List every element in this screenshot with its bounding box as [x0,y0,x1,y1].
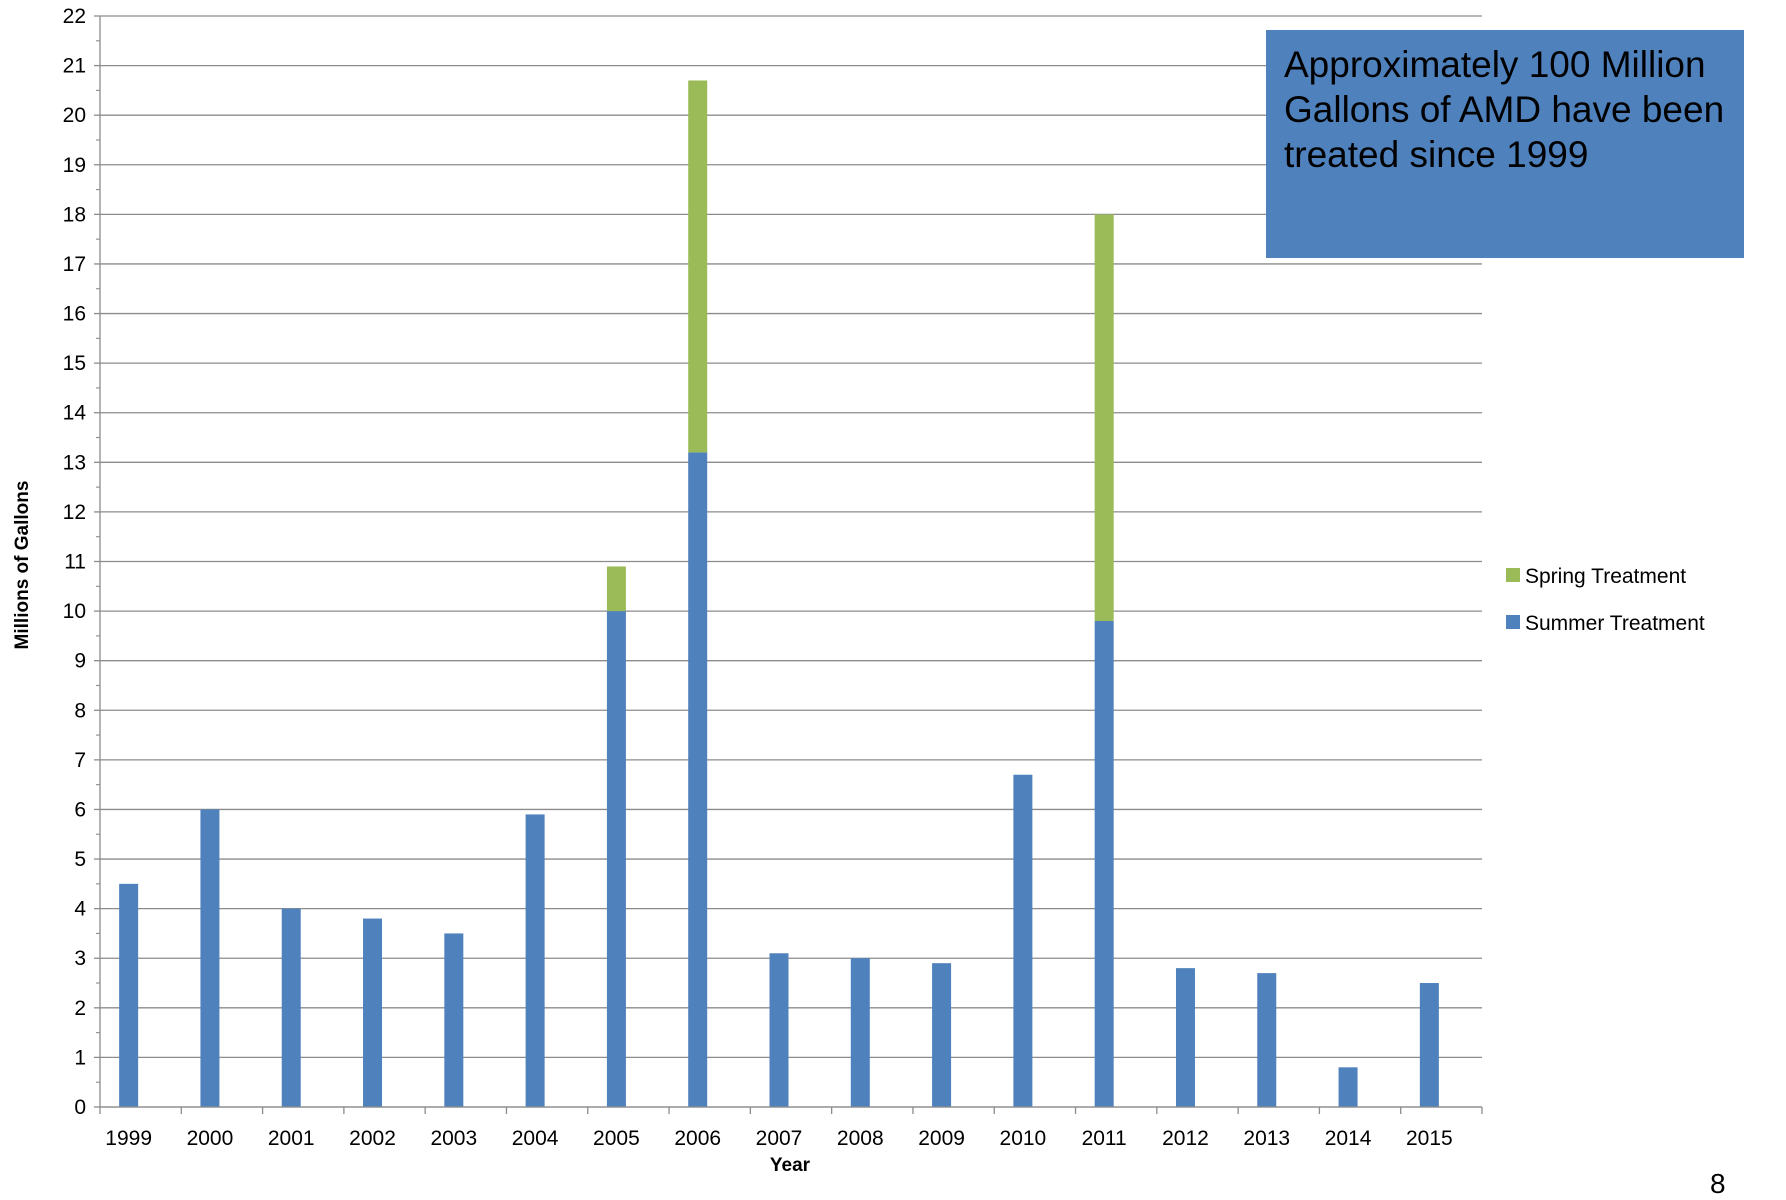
axes [94,15,1483,1114]
x-tick-label: 2015 [1406,1127,1453,1150]
x-tick-label: 2007 [756,1127,803,1150]
y-tick-label: 7 [74,749,86,772]
y-tick-label: 19 [63,154,86,177]
x-tick-label: 2001 [268,1127,315,1150]
bar-summer-treatment [1013,774,1033,1107]
x-tick-labels: 1999 2000 2001 2002 2003 2004 2005 2006 2007 2008… [105,1127,1452,1150]
x-tick-label: 2000 [187,1127,234,1150]
bar-summer-treatment [119,883,139,1107]
bar-spring-treatment [1094,214,1114,622]
y-tick-label: 21 [63,55,86,78]
y-tick-label: 3 [74,947,86,970]
x-tick-label: 2002 [349,1127,396,1150]
y-tick-label: 2 [74,997,86,1020]
x-tick-label: 2011 [1082,1127,1127,1150]
x-tick-label: 2006 [674,1127,721,1150]
y-tick-label: 14 [63,402,87,425]
x-tick-label: 2010 [1000,1127,1047,1150]
x-tick-label: 2004 [512,1127,559,1150]
bar-summer-treatment [444,933,464,1107]
legend-label: Summer Treatment [1525,612,1705,635]
x-tick-label: 2009 [918,1127,965,1150]
x-tick-label: 2014 [1325,1127,1372,1150]
bar-summer-treatment [1175,968,1195,1107]
y-tick-label: 17 [63,253,86,276]
annotation-callout: Approximately 100 Million Gallons of AMD… [1266,30,1744,258]
legend-swatch [1506,615,1520,629]
y-tick-label: 1 [74,1046,86,1069]
x-tick-label: 1999 [105,1127,152,1150]
y-tick-label: 20 [63,104,86,127]
y-tick-label: 18 [63,203,86,226]
bar-summer-treatment [1338,1067,1358,1107]
y-tick-label: 6 [74,798,86,821]
y-tick-label: 4 [74,898,86,921]
bar-summer-treatment [769,953,789,1107]
bar-summer-treatment [200,809,220,1107]
legend-swatch [1506,568,1520,582]
y-tick-label: 8 [74,699,86,722]
y-tick-label: 0 [74,1096,86,1119]
y-tick-label: 9 [74,650,86,673]
y-axis-title: Millions of Gallons [12,481,33,650]
bar-summer-treatment [1257,973,1277,1107]
legend-label: Spring Treatment [1525,565,1686,588]
gridlines [100,15,1482,1108]
bar-summer-treatment [850,958,870,1107]
x-tick-label: 2005 [593,1127,640,1150]
bar-summer-treatment [363,918,383,1107]
bar-summer-treatment [281,908,301,1107]
bar-summer-treatment [1419,983,1439,1107]
y-tick-label: 10 [63,600,86,623]
x-tick-label: 2003 [430,1127,477,1150]
bar-spring-treatment [606,566,626,612]
x-tick-label: 2012 [1162,1127,1209,1150]
x-axis-title: Year [770,1155,811,1176]
y-tick-label: 16 [63,303,86,326]
page-number: 8 [1710,1168,1726,1199]
y-tick-label: 15 [63,352,86,375]
y-tick-label: 11 [64,551,86,574]
y-tick-label: 12 [63,501,86,524]
bar-spring-treatment [688,80,708,453]
y-tick-label: 5 [74,848,86,871]
bar-summer-treatment [525,814,545,1107]
bar-summer-treatment [932,963,952,1107]
bar-summer-treatment [1094,621,1114,1107]
y-tick-label: 22 [63,5,86,28]
x-tick-label: 2013 [1243,1127,1290,1150]
bars [119,80,1439,1107]
x-tick-label: 2008 [837,1127,884,1150]
bar-summer-treatment [606,611,626,1107]
bar-summer-treatment [688,452,708,1107]
legend: Spring Treatment Summer Treatment [1506,565,1705,635]
y-tick-label: 13 [63,451,86,474]
